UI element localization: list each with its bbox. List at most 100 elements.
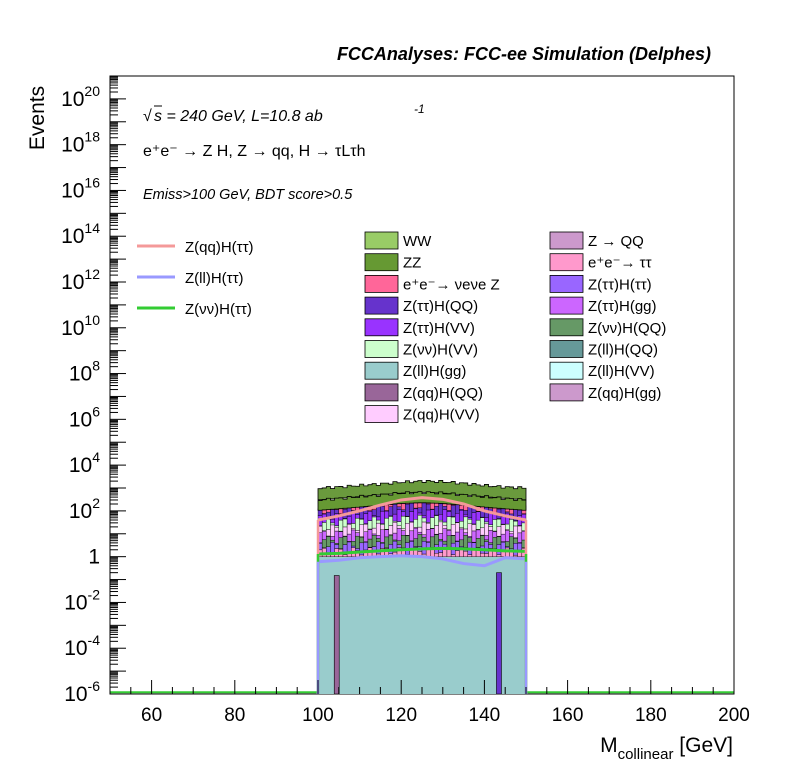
background-legend-label: Z(νν)H(QQ) <box>588 320 666 337</box>
stack-bin <box>450 516 456 525</box>
y-tick-label: 1 <box>88 546 100 569</box>
stack-bin <box>371 533 377 536</box>
fill-zllhgg <box>318 556 526 694</box>
stack-bin <box>405 516 410 524</box>
stack-bin <box>334 544 340 549</box>
stack-bin <box>484 517 489 523</box>
y-tick-label: 10-2 <box>64 586 100 614</box>
y-tick-label: 102 <box>69 495 100 523</box>
stack-bin <box>425 522 431 530</box>
stack-bin <box>463 510 468 515</box>
stack-bin <box>488 530 493 543</box>
stack-bin <box>396 509 402 522</box>
background-legend-swatch <box>549 318 584 337</box>
background-legend-swatch <box>364 318 399 337</box>
stack-bin <box>509 519 514 532</box>
x-axis-title-unit: [GeV] <box>679 734 733 757</box>
x-axis-title-sub: collinear <box>618 746 674 763</box>
background-legend-swatch <box>364 253 399 272</box>
stack-bin <box>513 554 518 557</box>
x-tick-label: 160 <box>552 705 584 726</box>
stack-bin <box>417 507 423 514</box>
stack-bin <box>401 530 406 536</box>
stack-bin <box>475 538 481 548</box>
background-legend-swatch <box>549 340 584 358</box>
stack-bin <box>438 552 444 557</box>
annotation-sqrt-s: s = 240 GeV, L=10.8 ab <box>154 108 323 125</box>
signal-line <box>317 496 527 522</box>
stack-bin <box>446 516 452 530</box>
stack-bin <box>330 539 335 543</box>
stack-bin <box>351 545 356 548</box>
stack-bin <box>355 548 360 551</box>
stack-bin <box>484 553 489 557</box>
stack-bin <box>346 523 352 535</box>
stack-bin <box>484 541 489 554</box>
stack-bin <box>396 540 402 545</box>
stack-bin <box>442 528 448 542</box>
stack-bin <box>496 518 502 527</box>
stack-bin <box>409 511 414 522</box>
stack-bin <box>505 523 510 530</box>
stack-bin <box>505 541 510 547</box>
stack-bin <box>463 532 468 536</box>
stack-bin <box>363 531 369 542</box>
stack-bin <box>396 528 402 541</box>
stack-bin <box>459 510 464 522</box>
stack-bin <box>359 519 364 525</box>
stack-bin <box>355 517 360 531</box>
stack-bin <box>371 516 377 529</box>
stack-bin <box>371 527 377 535</box>
annotation-lumi-exp: -1 <box>414 102 425 116</box>
x-tick-label: 60 <box>141 705 162 726</box>
stack-bin <box>513 538 518 544</box>
background-legend-label: Z(ττ)H(VV) <box>403 320 475 337</box>
signal-line <box>317 554 527 568</box>
x-tick-label: 100 <box>302 705 334 726</box>
stack-bin <box>492 531 498 538</box>
stack-bin <box>388 525 394 535</box>
stack-bin <box>351 529 356 542</box>
stack-bin <box>413 527 419 539</box>
stack-bin <box>496 554 502 557</box>
stack-bin <box>438 521 444 534</box>
stack-bin <box>351 523 356 529</box>
stack-bin <box>330 524 335 537</box>
stack-bin <box>367 529 373 540</box>
stack-bin <box>455 531 460 542</box>
stack-bin <box>321 539 327 548</box>
stack-bin <box>467 523 473 537</box>
stack-bin <box>421 521 427 535</box>
stack-bin <box>430 517 435 529</box>
x-tick-label: 200 <box>718 705 750 726</box>
stack-bin <box>450 554 456 557</box>
stack-bin <box>455 522 460 533</box>
stack-bin <box>417 526 423 533</box>
stack-bin <box>467 519 473 524</box>
stack-bin <box>355 530 360 533</box>
y-tick-label: 1012 <box>61 266 100 294</box>
stack-bin <box>355 532 360 537</box>
stack-bin <box>367 538 373 548</box>
stack-bin <box>430 528 435 538</box>
background-legend-label: Z(qq)H(QQ) <box>403 385 483 402</box>
background-legend-swatch <box>364 296 399 315</box>
stack-bin <box>517 532 523 543</box>
stack-bin <box>330 518 335 524</box>
stack-bin <box>371 509 377 516</box>
stack-bin <box>376 538 381 542</box>
stack-bin <box>480 527 485 536</box>
stack-bin <box>359 524 364 537</box>
stack-bin <box>463 535 468 548</box>
stack-bin <box>496 536 502 545</box>
stack-bin <box>421 515 427 519</box>
x-axis-title: Mcollinear [GeV] <box>600 734 733 763</box>
stack-bin <box>401 515 406 530</box>
stack-bin <box>405 503 410 517</box>
stack-bin <box>355 514 360 519</box>
background-legend-swatch <box>364 274 399 293</box>
y-tick-label: 1016 <box>61 174 100 202</box>
y-tick-label: 1018 <box>61 129 100 157</box>
stack-bin <box>442 509 448 523</box>
stack-bin <box>425 509 431 523</box>
